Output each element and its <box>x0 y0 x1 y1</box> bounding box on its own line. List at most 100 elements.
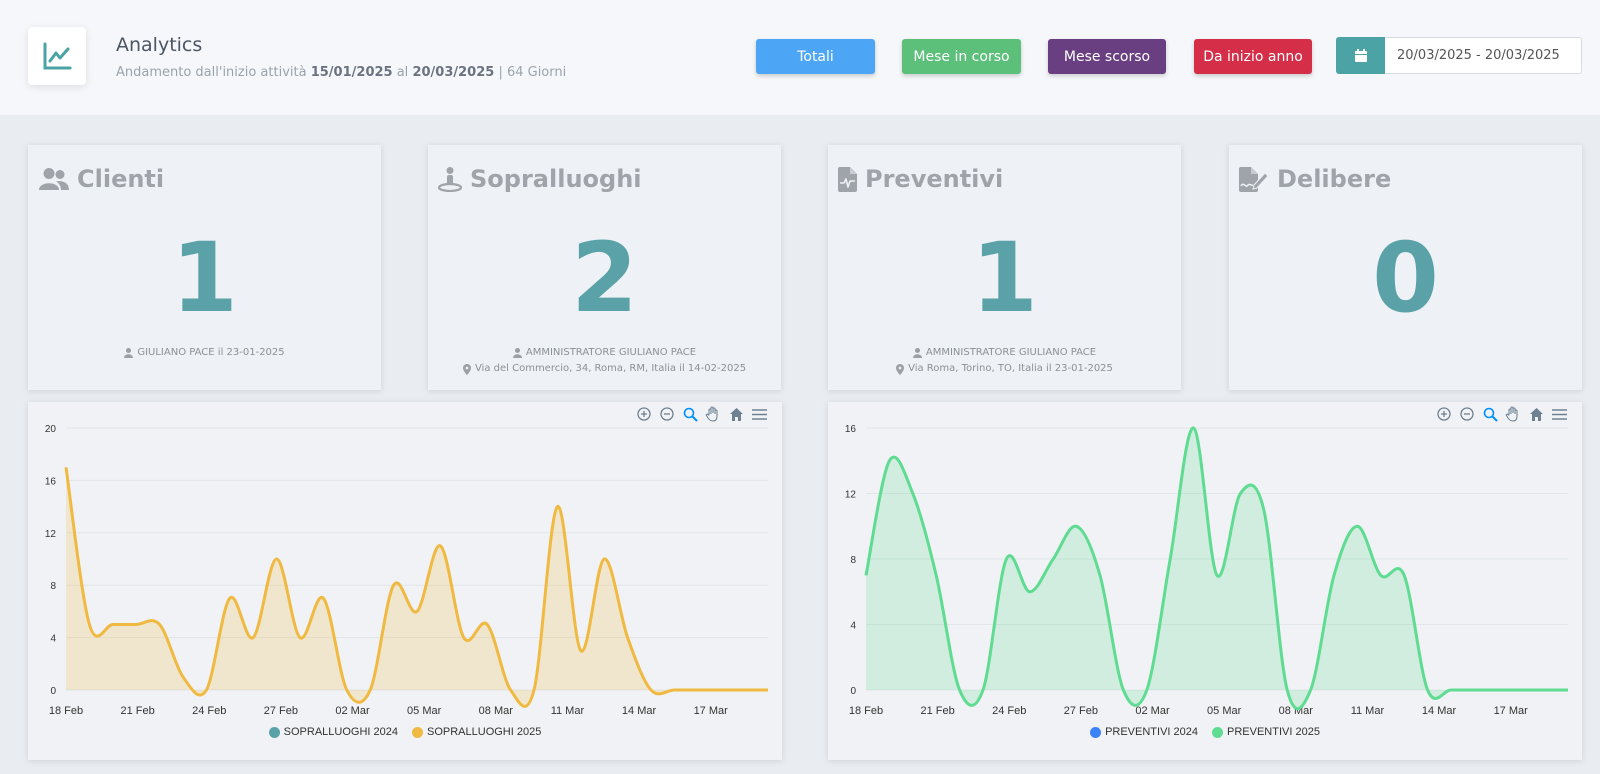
card-info-text: Via Roma, Torino, TO, Italia il 23-01-20… <box>908 363 1113 374</box>
magnifier-icon[interactable] <box>1481 405 1499 423</box>
x-tick-label: 18 Feb <box>49 705 83 717</box>
card-info: AMMINISTRATORE GIULIANO PACE Via del Com… <box>428 345 781 377</box>
zoom-in-icon[interactable] <box>1435 405 1453 423</box>
calendar-icon <box>1354 48 1367 62</box>
mese-in-corso-button[interactable]: Mese in corso <box>902 39 1021 74</box>
card-count: 2 <box>571 222 638 334</box>
x-tick-label: 14 Mar <box>622 705 657 717</box>
series-area <box>866 427 1568 709</box>
page-subtitle: Andamento dall'inizio attività 15/01/202… <box>116 65 566 80</box>
card-count: 0 <box>1372 222 1439 334</box>
card-info-text: Via del Commercio, 34, Roma, RM, Italia … <box>474 363 747 374</box>
y-tick-label: 12 <box>845 490 857 501</box>
subtitle-prefix: Andamento dall'inizio attività <box>116 65 307 80</box>
series-area <box>66 467 768 707</box>
card-info-line: AMMINISTRATORE GIULIANO PACE <box>428 345 781 361</box>
card-preventivi: Preventivi 1 AMMINISTRATORE GIULIANO PAC… <box>828 145 1181 390</box>
map-marker-icon <box>896 363 905 375</box>
y-tick-label: 0 <box>850 686 856 697</box>
magnifier-icon[interactable] <box>681 405 699 423</box>
y-tick-label: 16 <box>845 424 857 435</box>
home-icon[interactable] <box>727 405 745 423</box>
menu-icon[interactable] <box>1550 405 1568 423</box>
chart-plot: 0 4 8 12 16 20 18 Feb 21 Feb 24 Feb 27 Feb 02 Mar 0… <box>45 424 768 717</box>
card-preventivi-header: Preventivi <box>838 165 1003 193</box>
calendar-button[interactable] <box>1336 37 1385 74</box>
zoom-out-icon[interactable] <box>658 405 676 423</box>
mese-scorso-button[interactable]: Mese scorso <box>1048 39 1166 74</box>
chart-legend: PREVENTIVI 2024 PREVENTIVI 2025 <box>828 726 1582 738</box>
card-clienti: Clienti 1 GIULIANO PACE il 23-01-2025 <box>28 145 381 390</box>
start-date: 15/01/2025 <box>310 65 393 80</box>
x-tick-label: 11 Mar <box>1351 705 1385 717</box>
legend-label: PREVENTIVI 2025 <box>1227 726 1320 738</box>
chart-legend: SOPRALLUOGHI 2024 SOPRALLUOGHI 2025 <box>28 726 782 738</box>
y-tick-label: 16 <box>45 476 57 487</box>
chart-sopralluoghi: 0 4 8 12 16 20 18 Feb 21 Feb 24 Feb 27 Feb 02 Mar 0… <box>28 402 782 760</box>
legend-marker <box>412 726 423 738</box>
card-info-text: AMMINISTRATORE GIULIANO PACE <box>525 347 697 358</box>
legend-item[interactable]: PREVENTIVI 2024 <box>1090 726 1198 738</box>
x-tick-label: 08 Mar <box>1279 705 1314 717</box>
card-info-text: GIULIANO PACE il 23-01-2025 <box>137 347 285 358</box>
y-tick-label: 4 <box>50 634 56 645</box>
series-line <box>864 426 1568 711</box>
card-delibere-header: Delibere <box>1239 165 1391 193</box>
card-info-line: AMMINISTRATORE GIULIANO PACE <box>828 345 1181 361</box>
x-tick-label: 21 Feb <box>921 705 955 717</box>
chart-plot: 0 4 8 12 16 18 Feb 21 Feb 24 Feb 27 Feb 02 Mar 05 … <box>845 424 1568 717</box>
x-tick-label: 24 Feb <box>992 705 1026 717</box>
zoom-out-icon[interactable] <box>1458 405 1476 423</box>
x-tick-label: 17 Mar <box>694 705 729 717</box>
x-tick-label: 18 Feb <box>849 705 883 717</box>
zoom-in-icon[interactable] <box>635 405 653 423</box>
x-tick-label: 21 Feb <box>121 705 155 717</box>
end-date: 20/03/2025 <box>412 65 495 80</box>
totali-button[interactable]: Totali <box>756 39 875 74</box>
legend-label: SOPRALLUOGHI 2025 <box>427 726 542 738</box>
card-delibere: Delibere 0 <box>1229 145 1582 390</box>
pan-hand-icon[interactable] <box>1504 405 1522 423</box>
chart-toolbar <box>1435 405 1568 423</box>
y-tick-label: 12 <box>45 529 57 540</box>
y-tick-label: 0 <box>50 686 56 697</box>
card-title: Clienti <box>77 165 165 193</box>
legend-item[interactable]: SOPRALLUOGHI 2024 <box>268 726 398 738</box>
legend-marker <box>268 726 280 738</box>
card-info-line: GIULIANO PACE il 23-01-2025 <box>28 345 381 361</box>
file-signature-icon <box>1239 166 1269 192</box>
x-tick-label: 08 Mar <box>479 705 514 717</box>
legend-item[interactable]: SOPRALLUOGHI 2025 <box>412 726 541 738</box>
card-count: 1 <box>171 222 238 334</box>
card-title: Delibere <box>1277 165 1392 193</box>
page-title: Analytics <box>116 34 203 56</box>
menu-icon[interactable] <box>750 405 768 423</box>
person-location-icon <box>438 166 462 192</box>
page-header: Analytics Andamento dall'inizio attività… <box>0 0 1600 115</box>
legend-item[interactable]: PREVENTIVI 2025 <box>1212 726 1320 738</box>
x-tick-label: 05 Mar <box>407 705 442 717</box>
analytics-logo <box>28 27 86 85</box>
card-info-line: Via Roma, Torino, TO, Italia il 23-01-20… <box>828 361 1181 377</box>
card-sopralluoghi: Sopralluoghi 2 AMMINISTRATORE GIULIANO P… <box>428 145 781 390</box>
map-marker-icon <box>462 363 471 375</box>
card-info: AMMINISTRATORE GIULIANO PACE Via Roma, T… <box>828 345 1181 377</box>
card-info: GIULIANO PACE il 23-01-2025 <box>28 345 381 361</box>
card-sopralluoghi-header: Sopralluoghi <box>438 165 642 193</box>
card-title: Preventivi <box>865 165 1004 193</box>
file-chart-icon <box>838 166 857 192</box>
x-tick-label: 17 Mar <box>1494 705 1529 717</box>
card-info-line: Via del Commercio, 34, Roma, RM, Italia … <box>428 361 781 377</box>
legend-label: PREVENTIVI 2024 <box>1105 726 1198 738</box>
y-tick-label: 4 <box>850 621 856 632</box>
legend-marker <box>1212 726 1223 738</box>
x-tick-label: 02 Mar <box>1135 705 1170 717</box>
card-clienti-header: Clienti <box>38 165 164 193</box>
home-icon[interactable] <box>1527 405 1545 423</box>
date-range-input[interactable] <box>1385 37 1582 74</box>
user-icon <box>912 348 922 358</box>
user-icon <box>124 348 134 358</box>
pan-hand-icon[interactable] <box>704 405 722 423</box>
da-inizio-anno-button[interactable]: Da inizio anno <box>1194 39 1312 74</box>
x-tick-label: 14 Mar <box>1422 705 1457 717</box>
